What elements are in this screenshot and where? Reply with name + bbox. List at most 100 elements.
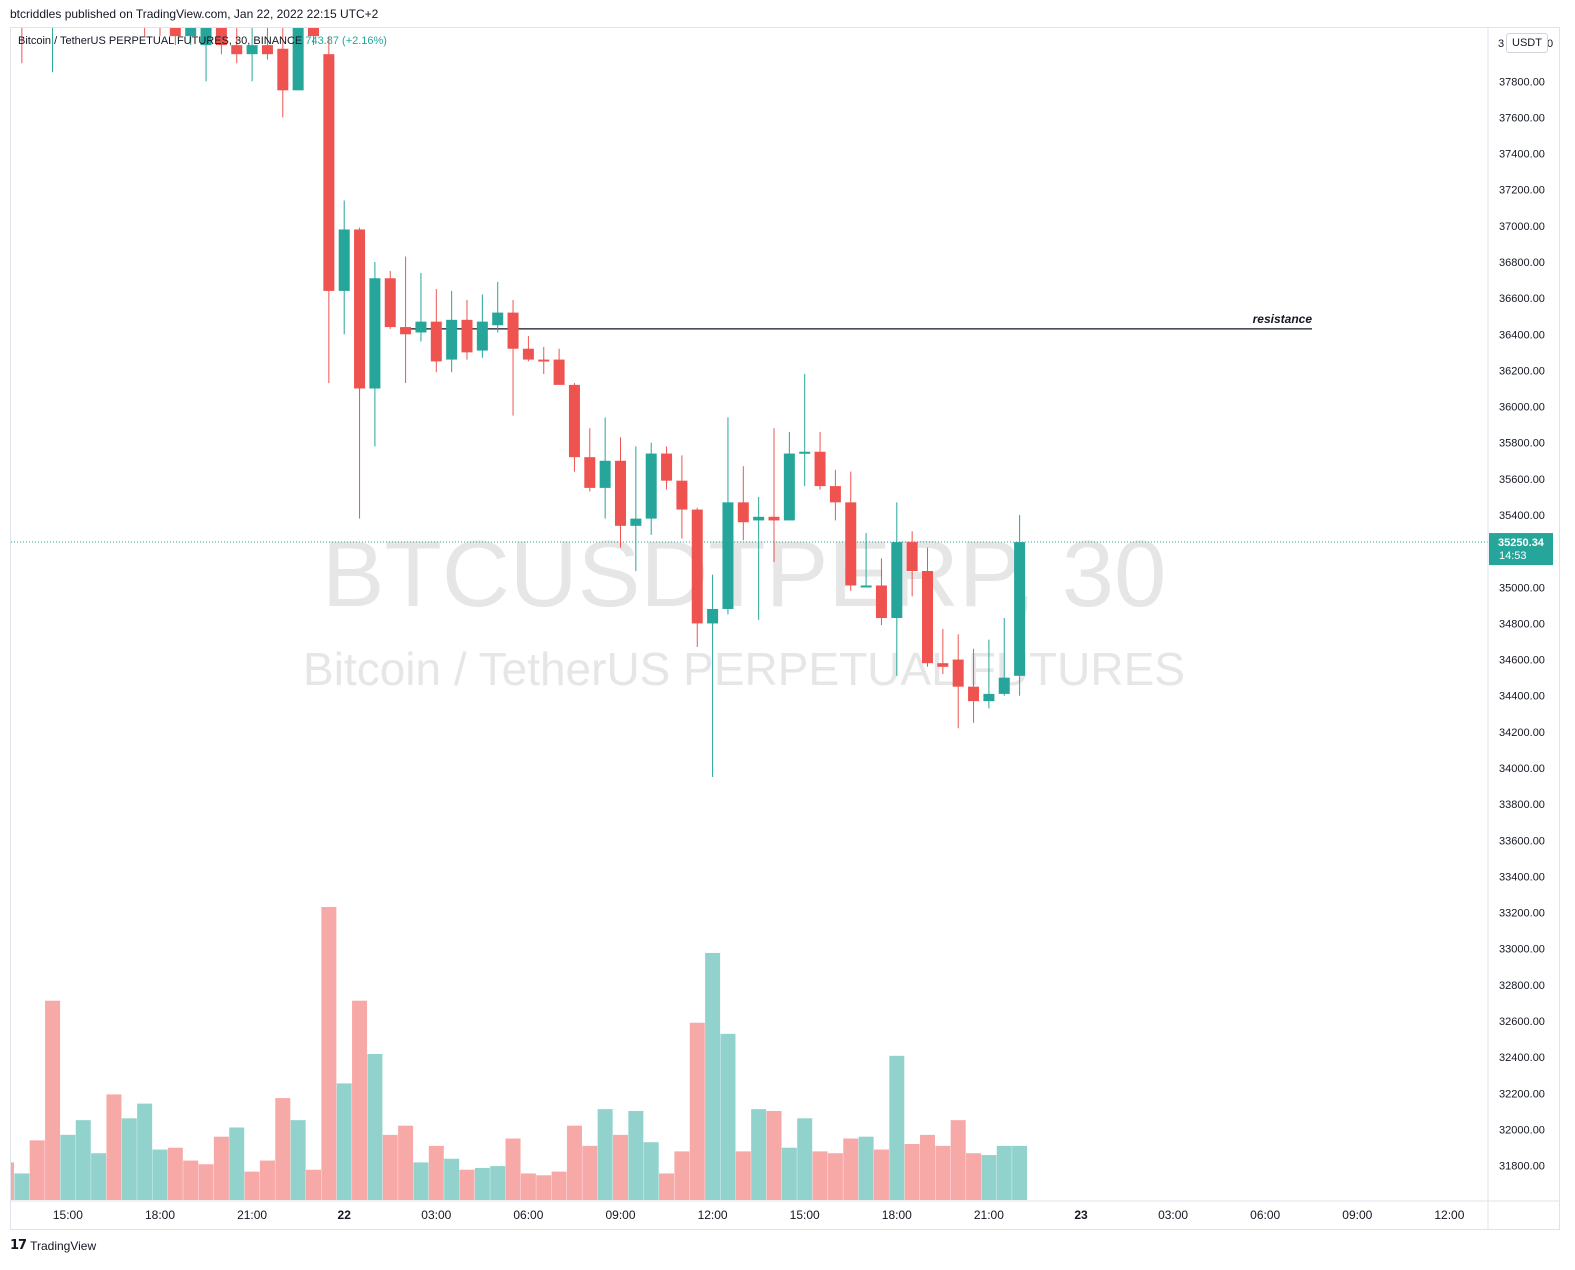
volume-bar: [336, 1083, 352, 1200]
price-tick-label: 37800.00: [1499, 76, 1545, 88]
price-tick-label: 33400.00: [1499, 871, 1545, 883]
candle-body: [369, 278, 381, 389]
volume-bar: [413, 1162, 429, 1200]
volume-bar: [751, 1109, 767, 1200]
volume-bar: [75, 1120, 91, 1200]
volume-bar: [198, 1164, 214, 1200]
volume-bar: [766, 1110, 782, 1200]
currency-unit-button[interactable]: USDT: [1506, 33, 1548, 53]
volume-bar: [812, 1151, 828, 1200]
candle-body: [599, 460, 611, 488]
volume-bar: [459, 1169, 475, 1200]
volume-bar: [152, 1149, 168, 1200]
symbol-info: Bitcoin / TetherUS PERPETUAL FUTURES, 30…: [18, 35, 303, 47]
price-tick-label: 32000.00: [1499, 1124, 1545, 1136]
candle-body: [707, 608, 719, 624]
symbol-legend: Bitcoin / TetherUS PERPETUAL FUTURES, 30…: [18, 35, 387, 47]
price-tick-label: 34000.00: [1499, 763, 1545, 775]
volume-bar: [91, 1153, 107, 1200]
volume-bar: [259, 1160, 275, 1200]
candle-body: [215, 28, 227, 46]
volume-bar: [781, 1147, 797, 1200]
time-tick-label: 09:00: [605, 1208, 635, 1222]
volume-bar: [674, 1151, 690, 1200]
price-tick-label: 33800.00: [1499, 799, 1545, 811]
price-tick-label: 33000.00: [1499, 944, 1545, 956]
volume-bar: [628, 1110, 644, 1200]
volume-bar: [121, 1118, 137, 1200]
candle-body: [261, 45, 273, 55]
volume-bar: [428, 1145, 444, 1200]
volume-bar: [689, 1022, 705, 1200]
volume-bar: [643, 1142, 659, 1200]
time-tick-label: 22: [338, 1208, 352, 1222]
time-tick-label: 06:00: [513, 1208, 543, 1222]
volume-bar: [213, 1136, 229, 1200]
candle-body: [78, 0, 89, 9]
volume-bar: [705, 952, 721, 1200]
volume-bar: [321, 907, 337, 1200]
last-price-countdown: 14:53: [1499, 550, 1527, 562]
candle-body: [400, 327, 412, 335]
price-tick-label: 35400.00: [1499, 510, 1545, 522]
candle-body: [231, 45, 243, 55]
candle-body: [354, 229, 366, 389]
time-tick-label: 23: [1074, 1208, 1088, 1222]
volume-bar: [11, 1162, 14, 1200]
candle-body: [799, 451, 811, 454]
volume-bar: [352, 1000, 368, 1200]
candle-body: [338, 229, 350, 291]
volume-bar: [566, 1125, 582, 1200]
price-tick-label: 37600.00: [1499, 112, 1545, 124]
candle-body: [829, 486, 841, 503]
price-tick-label: 36200.00: [1499, 365, 1545, 377]
volume-bar: [490, 1166, 506, 1200]
volume-bar: [827, 1153, 843, 1200]
candle-body: [952, 659, 964, 687]
candle-body: [906, 542, 918, 572]
last-price-badge: [1489, 533, 1553, 566]
candle-body: [384, 278, 396, 328]
volume-bar: [659, 1173, 675, 1200]
price-tick-label: 32400.00: [1499, 1052, 1545, 1064]
candle-body: [185, 28, 197, 37]
volume-bar: [14, 1173, 30, 1200]
price-change: 743.87 (+2.16%): [305, 35, 387, 47]
price-tick-label: 36000.00: [1499, 402, 1545, 414]
candle-body: [507, 312, 519, 349]
volume-bar: [858, 1136, 874, 1200]
volume-bar: [444, 1158, 460, 1200]
candle-body: [875, 585, 887, 619]
volume-bar: [167, 1147, 183, 1200]
candle-body: [1, 9, 12, 18]
volume-bar: [720, 1033, 736, 1200]
candle-body: [691, 509, 703, 624]
candle-body: [323, 54, 335, 291]
volume-bar: [275, 1098, 291, 1200]
candle-body: [277, 48, 289, 91]
tradingview-brand[interactable]: 17 TradingView: [10, 1238, 96, 1253]
resistance-label: resistance: [1253, 312, 1313, 326]
volume-bar: [45, 1000, 61, 1200]
candle-body: [93, 0, 104, 9]
candle-body: [430, 321, 442, 362]
price-tick-label: 34800.00: [1499, 618, 1545, 630]
price-tick-partial: 3: [1498, 38, 1504, 50]
candle-body: [891, 542, 903, 619]
price-tick-label: 32600.00: [1499, 1016, 1545, 1028]
volume-bar: [382, 1134, 398, 1200]
chart-frame: [10, 27, 1560, 1230]
candle-body: [845, 502, 857, 586]
time-tick-label: 15:00: [53, 1208, 83, 1222]
candle-body: [814, 451, 826, 487]
price-tick-label: 35800.00: [1499, 438, 1545, 450]
price-tick-label: 33200.00: [1499, 908, 1545, 920]
volume-bar: [920, 1134, 935, 1200]
price-tick-label: 32800.00: [1499, 980, 1545, 992]
time-tick-label: 09:00: [1342, 1208, 1372, 1222]
candle-body: [124, 4, 135, 9]
candle-body: [753, 516, 765, 521]
time-tick-label: 15:00: [790, 1208, 820, 1222]
volume-bar: [474, 1167, 490, 1200]
